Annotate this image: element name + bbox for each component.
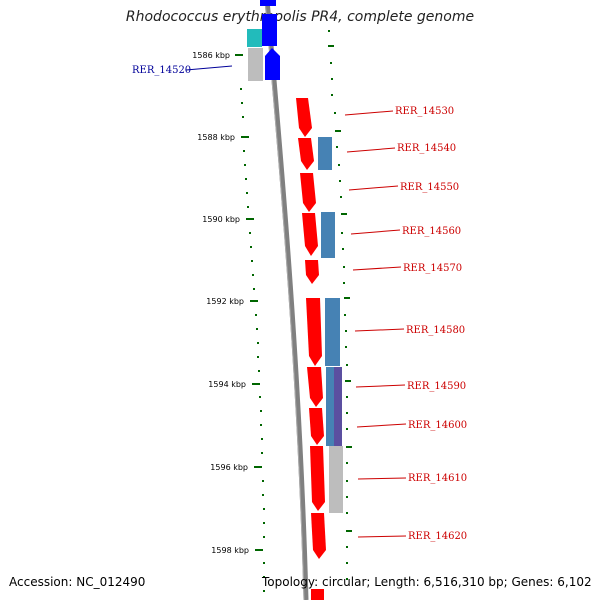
gene-red-14560[interactable] — [302, 213, 318, 256]
gene-red-14580[interactable] — [306, 298, 322, 366]
gene-label[interactable]: RER_14570 — [403, 263, 462, 274]
gene-label[interactable]: RER_14540 — [397, 143, 456, 154]
gene-label[interactable]: RER_14520 — [132, 65, 191, 76]
gene-red-14600[interactable] — [309, 408, 324, 445]
gene-label[interactable]: RER_14620 — [408, 531, 467, 542]
scale-label: 1586 kbp — [192, 51, 230, 60]
scale-label: 1596 kbp — [210, 463, 248, 472]
scale-label: 1594 kbp — [208, 380, 246, 389]
gene-red-14570[interactable] — [305, 260, 319, 284]
gene-label[interactable]: RER_14600 — [408, 420, 467, 431]
cog-gray-block-top — [248, 48, 263, 81]
gene-red-14610[interactable] — [310, 446, 325, 511]
cog-blue-14590 — [326, 367, 334, 446]
gene-blue-2[interactable] — [265, 48, 280, 80]
gene-label[interactable]: RER_14530 — [395, 106, 454, 117]
map-title: Rhodococcus erythropolis PR4, complete g… — [125, 9, 475, 25]
gene-red-14540[interactable] — [298, 138, 314, 170]
gene-label[interactable]: RER_14550 — [400, 182, 459, 193]
accession-text: Accession: NC_012490 — [9, 575, 146, 589]
right-tick-guide — [328, 30, 352, 580]
scale-label: 1588 kbp — [197, 133, 235, 142]
genome-summary: Topology: circular; Length: 6,516,310 bp… — [262, 575, 592, 589]
cog-cyan-block — [247, 29, 262, 47]
cog-gray-14610 — [329, 446, 343, 513]
scale-label: 1590 kbp — [202, 215, 240, 224]
gene-blue-top[interactable] — [260, 0, 276, 6]
gene-red-bottom[interactable] — [311, 589, 324, 600]
gene-red-14590[interactable] — [307, 367, 323, 407]
gene-blue-1[interactable] — [262, 14, 277, 46]
cog-blue-14540 — [318, 137, 332, 170]
cog-purple-14590 — [334, 367, 342, 446]
gene-red-14550[interactable] — [300, 173, 316, 212]
gene-label[interactable]: RER_14560 — [402, 226, 461, 237]
gene-label[interactable]: RER_14590 — [407, 381, 466, 392]
gene-label[interactable]: RER_14610 — [408, 473, 467, 484]
cog-blue-14580 — [325, 298, 340, 366]
left-tick-guide — [235, 54, 265, 592]
gene-label[interactable]: RER_14580 — [406, 325, 465, 336]
leader-lines — [185, 65, 407, 538]
gene-red-14620[interactable] — [311, 513, 326, 559]
gene-red-14530[interactable] — [296, 98, 312, 137]
scale-label: 1592 kbp — [206, 297, 244, 306]
cog-blue-14560 — [321, 212, 335, 258]
genome-backbone-highlight — [264, 0, 305, 600]
scale-label: 1598 kbp — [211, 546, 249, 555]
